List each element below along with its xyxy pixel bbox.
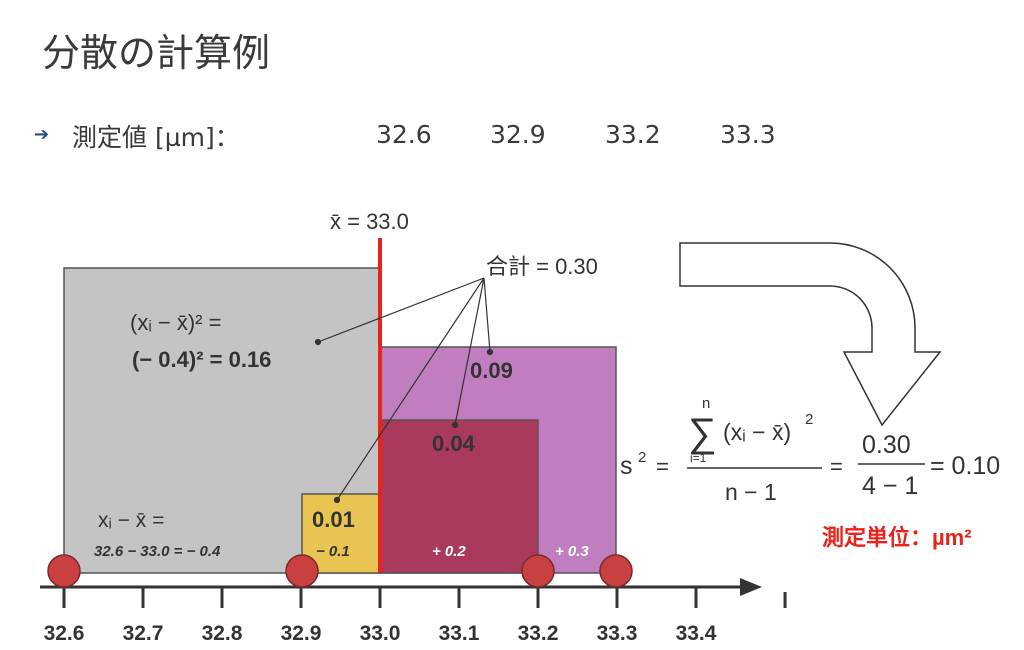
axis-tick-label: 33.0: [360, 622, 401, 645]
deviation-label: − 0.1: [316, 543, 350, 560]
axis-tick-label: 32.9: [281, 622, 322, 645]
formula-result: = 0.10: [930, 452, 1000, 480]
axis-tick-label: 33.2: [518, 622, 559, 645]
variance-formula: s 2 = n ∑ i=1 (xᵢ − x̄) 2 n − 1 = 0.30 4…: [620, 395, 1000, 505]
axis-tick-label: 33.1: [439, 622, 480, 645]
value-label: 0.09: [470, 358, 513, 383]
deviation-formula: xᵢ − x̄ =: [98, 509, 164, 532]
value-label: 0.04: [432, 431, 476, 456]
mean-label: x̄ = 33.0: [330, 209, 409, 234]
squared-deviation-formula: (xᵢ − x̄)² =: [130, 310, 221, 335]
formula-lhs: s: [620, 452, 633, 480]
sum-label: 合計 = 0.30: [486, 254, 598, 279]
deviation-label: + 0.2: [432, 543, 466, 560]
formula-numerator-exponent: 2: [805, 411, 813, 428]
formula-lhs-exponent: 2: [638, 449, 646, 466]
page-title: 分散の計算例: [42, 31, 271, 75]
axis-ticks: 32.6 32.7 32.8 32.9 33.0 33.1 33.2 33.3 33.4: [44, 587, 717, 645]
value-label: 0.01: [312, 507, 355, 532]
unit-note: 測定単位：µm²: [822, 525, 972, 550]
axis-tick-label: 33.4: [676, 622, 717, 645]
data-points: [47, 554, 633, 588]
sum-sign: ∑: [688, 411, 717, 455]
deviation-label: + 0.3: [555, 543, 589, 560]
axis-tick-label: 33.3: [597, 622, 638, 645]
formula-numerator: (xᵢ − x̄): [723, 419, 791, 445]
formula-equals: =: [830, 454, 843, 479]
deviation-example: 32.6 − 33.0 = − 0.4: [94, 543, 221, 560]
measurement-value: 32.9: [490, 120, 546, 149]
data-point: [285, 554, 319, 588]
axis-arrowhead-icon: [740, 578, 762, 596]
fraction-denominator: 4 − 1: [862, 472, 918, 500]
measurement-value: 32.6: [376, 120, 432, 149]
sum-leader-lines: [314, 277, 494, 504]
data-point: [521, 554, 555, 588]
axis-tick-label: 32.6: [44, 622, 85, 645]
axis-tick-label: 32.7: [123, 622, 164, 645]
square-0.04: [379, 419, 539, 574]
formula-denominator: n − 1: [725, 479, 777, 505]
measurement-label: 測定値 [µm]：: [72, 123, 240, 152]
measurement-value: 33.3: [720, 120, 776, 149]
measurement-value: 33.2: [605, 120, 661, 149]
sum-lower-limit: i=1: [690, 451, 707, 465]
axis-name: l: [782, 588, 788, 613]
arrow-bullet-icon: ➔: [34, 124, 50, 145]
data-point: [47, 554, 81, 588]
fraction-numerator: 0.30: [862, 431, 911, 459]
data-point: [599, 554, 633, 588]
curved-arrow-icon: [679, 242, 942, 427]
axis-tick-label: 32.8: [202, 622, 243, 645]
formula-equals: =: [656, 454, 669, 479]
squared-deviation-example: (− 0.4)² = 0.16: [132, 347, 271, 372]
sum-upper-limit: n: [702, 395, 710, 412]
